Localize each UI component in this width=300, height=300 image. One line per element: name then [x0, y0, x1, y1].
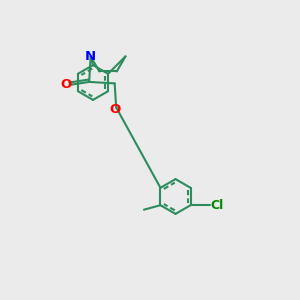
Text: O: O	[60, 78, 72, 92]
Text: N: N	[85, 50, 96, 63]
Text: O: O	[109, 103, 120, 116]
Text: Cl: Cl	[210, 199, 223, 212]
